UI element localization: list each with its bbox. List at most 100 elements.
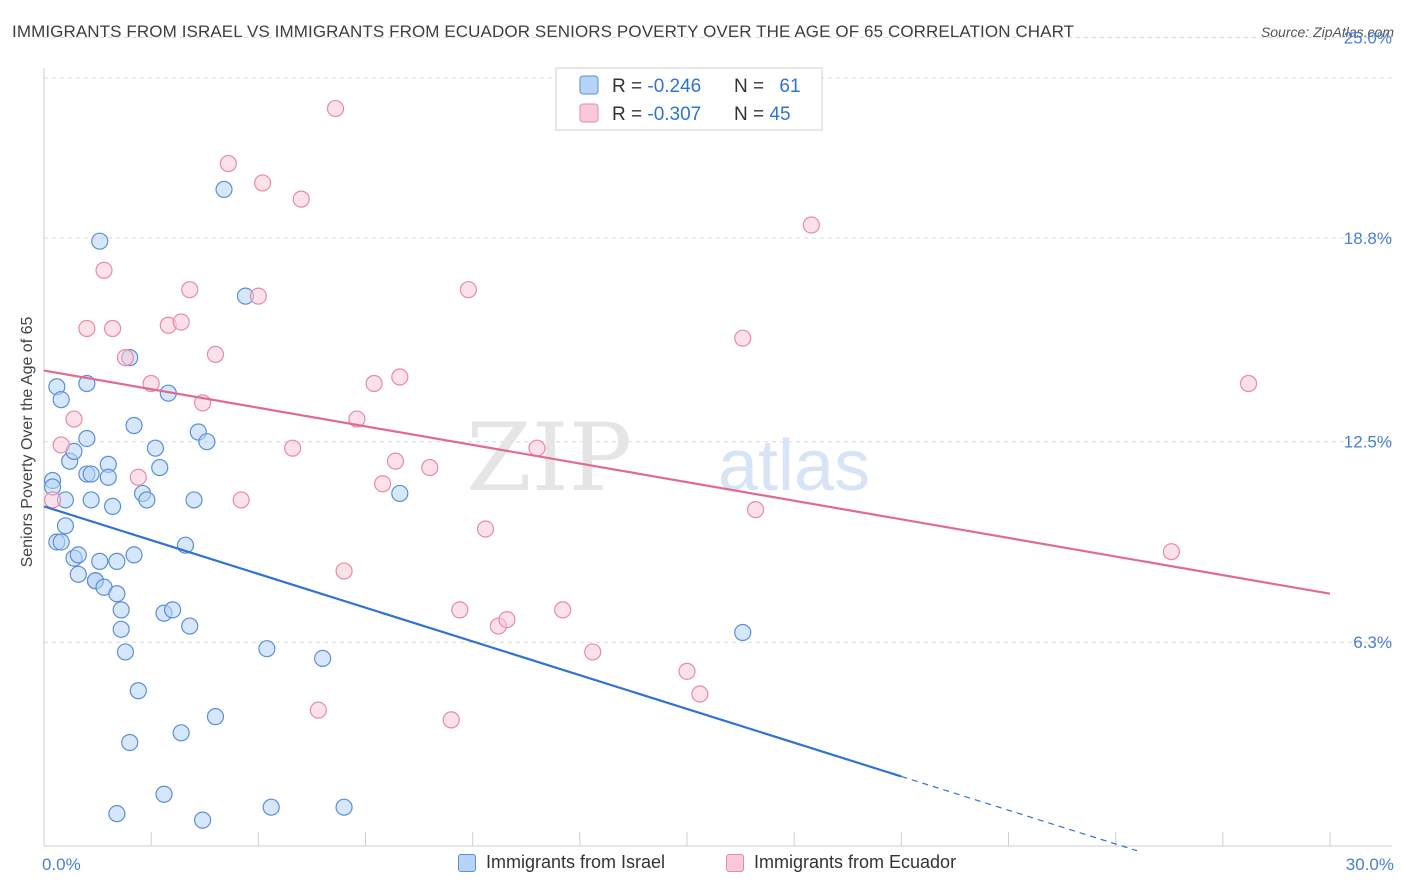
legend-israel-r-value: -0.246 — [647, 76, 701, 97]
ecuador-point — [309, 701, 327, 719]
legend-label-ecuador: Immigrants from Ecuador — [754, 852, 957, 872]
israel-point — [82, 465, 100, 483]
ecuador-point — [52, 436, 70, 454]
israel-point — [91, 552, 109, 570]
legend-swatch-ecuador — [579, 103, 599, 123]
legend-israel-r-label: R = — [612, 76, 647, 97]
ecuador-point — [374, 475, 392, 493]
israel-points — [43, 180, 752, 829]
israel-point — [108, 585, 126, 603]
ecuador-point — [254, 174, 272, 192]
legend-israel-n-value: 61 — [779, 76, 800, 97]
ecuador-point — [129, 468, 147, 486]
israel-point — [112, 620, 130, 638]
israel-point — [69, 546, 87, 564]
ecuador-point — [678, 662, 696, 680]
ecuador-point — [802, 216, 820, 234]
ecuador-point — [219, 154, 237, 173]
legend-ecuador-n-row: N = 45 — [734, 104, 791, 125]
ecuador-point — [103, 319, 122, 338]
israel-point — [155, 785, 173, 803]
ecuador-point — [386, 452, 405, 470]
x-ticks — [43, 832, 1331, 846]
israel-point — [52, 533, 70, 551]
israel-point — [125, 416, 143, 435]
ecuador-point — [365, 374, 383, 393]
israel-point — [215, 180, 233, 199]
israel-point — [129, 682, 147, 700]
israel-point — [108, 552, 126, 570]
ecuador-point — [172, 313, 190, 331]
israel-point — [112, 601, 130, 619]
israel-point — [99, 468, 117, 486]
ecuador-point — [746, 501, 765, 519]
israel-point — [258, 640, 276, 658]
israel-point — [91, 232, 109, 250]
y-tick-label: 12.5% — [1344, 433, 1392, 452]
x-tick-labels: 0.0% 30.0% — [42, 855, 1394, 874]
israel-point — [391, 484, 409, 503]
legend-ecuador-r-label: R = — [612, 104, 647, 125]
ecuador-point — [284, 439, 302, 457]
israel-point — [103, 497, 122, 515]
israel-point — [151, 458, 169, 477]
ecuador-point — [734, 329, 752, 347]
ecuador-point — [43, 491, 62, 509]
legend-israel-n-label: N = — [734, 76, 769, 97]
legend-ecuador-r-value: -0.307 — [647, 104, 701, 125]
source-label: Source: ZipAtlas.com — [1260, 24, 1394, 40]
y-tick-label: 18.8% — [1344, 229, 1392, 248]
x-tick-label: 0.0% — [42, 855, 81, 874]
legend-box — [555, 67, 823, 131]
ecuador-point — [116, 349, 135, 367]
israel-point — [198, 433, 216, 451]
ecuador-point — [65, 410, 83, 428]
regression-lines — [43, 369, 1331, 852]
israel-point — [138, 491, 156, 509]
israel-regression-line — [43, 505, 902, 778]
ecuador-point — [528, 439, 546, 457]
legend-israel-n-row: N = 61 — [734, 76, 801, 97]
israel-point — [172, 724, 190, 742]
watermark-atlas: atlas — [718, 426, 870, 506]
legend-ecuador-n-label: N = — [734, 104, 769, 125]
legend-item-israel: Immigrants from Israel — [458, 852, 665, 873]
legend-israel-row: R = -0.246 — [612, 76, 701, 97]
israel-point — [262, 798, 280, 816]
ecuador-point — [459, 281, 477, 299]
ecuador-point — [249, 287, 267, 305]
legend-item-ecuador: Immigrants from Ecuador — [726, 852, 956, 873]
israel-point — [52, 391, 70, 409]
ecuador-point — [1162, 543, 1180, 561]
israel-point — [121, 733, 139, 752]
israel-point — [146, 439, 165, 457]
ecuador-point — [1239, 374, 1258, 393]
israel-regression-extension — [901, 775, 1138, 852]
ecuador-regression-line — [43, 369, 1331, 595]
ecuador-point — [584, 643, 602, 661]
israel-point — [181, 617, 199, 635]
ecuador-point — [451, 601, 469, 619]
ecuador-point — [232, 491, 250, 509]
legend-swatch-israel-bottom — [458, 853, 476, 872]
israel-point — [56, 517, 75, 535]
watermark: ZIP atlas — [466, 404, 870, 513]
ecuador-point — [691, 685, 709, 703]
correlation-legend: R = -0.246 N = 61 R = -0.307 N = 45 — [555, 67, 823, 131]
ecuador-point — [78, 319, 96, 338]
israel-point — [125, 546, 143, 564]
israel-point — [206, 708, 225, 726]
israel-point — [734, 623, 752, 642]
ecuador-point — [554, 601, 572, 619]
israel-point — [194, 811, 212, 829]
ecuador-point — [442, 711, 460, 729]
israel-point — [335, 798, 353, 816]
israel-point — [314, 649, 332, 668]
legend-swatch-israel — [579, 75, 599, 95]
israel-point — [82, 491, 100, 509]
israel-point — [69, 565, 87, 583]
ecuador-point — [326, 99, 345, 118]
ecuador-point — [476, 520, 495, 538]
y-tick-labels: 6.3% 12.5% 18.8% 25.0% — [1344, 28, 1392, 652]
